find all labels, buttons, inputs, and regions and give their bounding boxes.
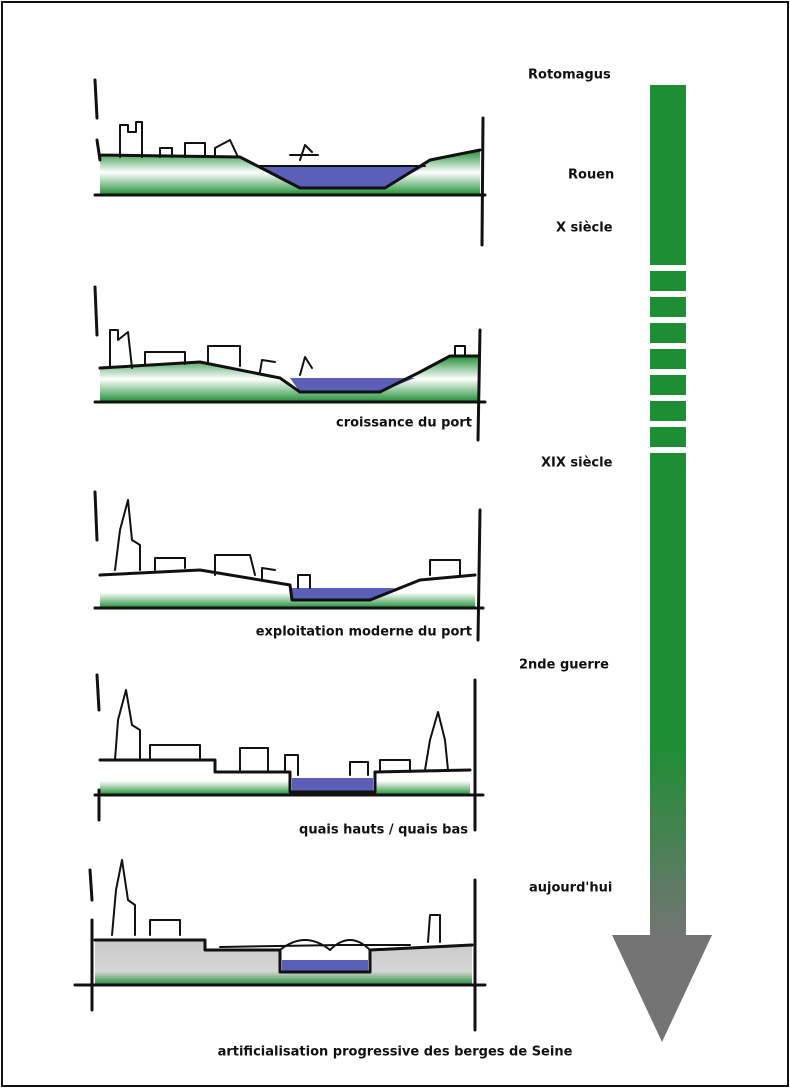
section-caption: exploitation moderne du port [256,625,472,640]
timeline-label: 2nde guerre [519,658,609,673]
timeline-label: Rouen [568,168,614,183]
diagram: Rotomagus Rouen X siècle XIX siècle 2nde… [0,0,790,1088]
timeline-label: X siècle [556,221,613,236]
section-caption: croissance du port [336,416,472,431]
timeline-label: aujourd'hui [529,881,612,896]
timeline-label: XIX siècle [541,456,613,471]
footer-caption: artificialisation progressive des berges… [218,1045,573,1060]
section-caption: quais hauts / quais bas [299,823,468,838]
timeline-label: Rotomagus [528,68,611,83]
